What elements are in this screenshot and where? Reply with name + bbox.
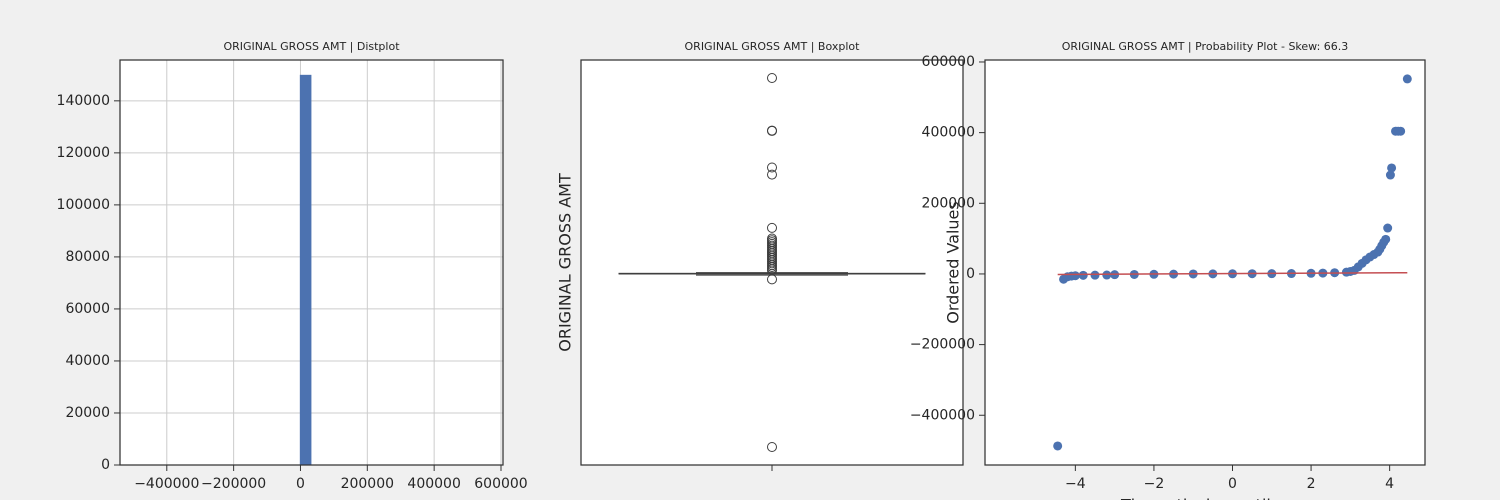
point [1402, 74, 1412, 84]
chart-title: ORIGINAL GROSS AMT | Distplot [223, 40, 400, 53]
x-tick-label: −400000 [134, 476, 199, 492]
point [1387, 163, 1397, 173]
point [1070, 271, 1080, 281]
outlier [767, 125, 777, 136]
x-tick-label: 400000 [407, 476, 460, 492]
bar [299, 74, 312, 465]
y-axis-label: Ordered Values [944, 201, 963, 323]
y-tick-label: 60000 [65, 301, 110, 317]
y-tick-label: 0 [101, 457, 110, 473]
axes-background [985, 60, 1425, 465]
y-tick-label: 140000 [57, 93, 110, 109]
y-tick-label: 400000 [922, 125, 975, 141]
x-tick-label: −2 [1144, 476, 1165, 492]
x-tick-label: −200000 [201, 476, 266, 492]
x-tick-label: 0 [1228, 476, 1237, 492]
point [1102, 270, 1112, 280]
y-axis-label: ORIGINAL GROSS AMT [556, 173, 575, 352]
x-axis-label: Theoretical quantiles [1120, 496, 1289, 500]
axes-frame [984, 59, 1426, 466]
point [1383, 223, 1393, 233]
outlier [767, 222, 777, 233]
y-tick-label: 0 [966, 266, 975, 282]
axes-frame [580, 59, 964, 466]
fit-line [1057, 271, 1408, 276]
outlier [767, 441, 777, 452]
x-tick-label: −4 [1065, 476, 1086, 492]
outlier [767, 73, 777, 84]
x-tick-label: 2 [1307, 476, 1316, 492]
point [1090, 270, 1100, 280]
y-tick-label: 40000 [65, 353, 110, 369]
y-tick-label: 100000 [57, 197, 110, 213]
y-tick-label: 120000 [57, 145, 110, 161]
outlier [767, 162, 777, 173]
y-tick-label: −400000 [910, 407, 975, 423]
y-tick-label: −200000 [910, 337, 975, 353]
y-tick-label: 200000 [922, 195, 975, 211]
x-tick-label: 4 [1385, 476, 1394, 492]
point [1053, 441, 1063, 451]
axes-frame [119, 59, 504, 466]
x-tick-label: 200000 [341, 476, 394, 492]
x-tick-label: 0 [296, 476, 305, 492]
outlier [767, 169, 777, 180]
chart-title: ORIGINAL GROSS AMT | Boxplot [685, 40, 861, 53]
axes-background [120, 60, 503, 465]
x-tick-label: 600000 [474, 476, 527, 492]
y-tick-label: 600000 [922, 54, 975, 70]
chart-title: ORIGINAL GROSS AMT | Probability Plot - … [1062, 40, 1349, 53]
outlier [767, 274, 777, 285]
y-tick-label: 20000 [65, 405, 110, 421]
point [1381, 234, 1391, 244]
point [1396, 126, 1406, 136]
point [1078, 270, 1088, 280]
y-tick-label: 80000 [65, 249, 110, 265]
point [1385, 170, 1395, 180]
